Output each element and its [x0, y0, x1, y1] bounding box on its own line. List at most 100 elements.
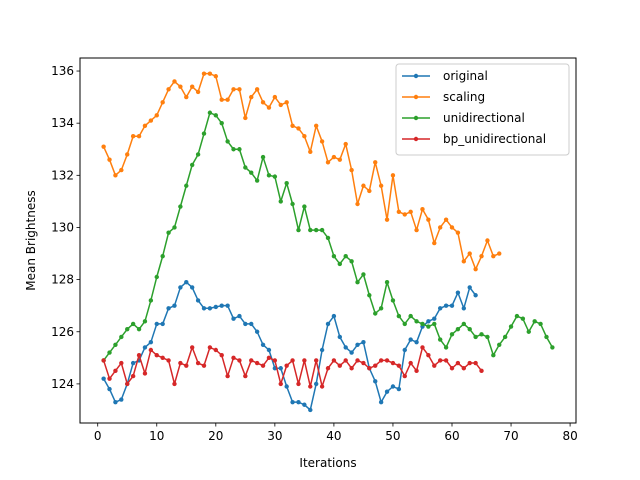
data-point [101, 144, 106, 149]
data-point [402, 347, 407, 353]
data-point [396, 313, 402, 319]
data-point [296, 381, 301, 387]
data-point [308, 407, 313, 413]
data-point [420, 207, 425, 212]
data-point [390, 298, 396, 303]
data-point [443, 345, 449, 350]
data-point [189, 345, 195, 350]
legend-swatch-marker [413, 136, 419, 142]
data-point [296, 126, 301, 131]
data-point [166, 358, 171, 363]
data-point [378, 399, 384, 405]
data-point [491, 353, 496, 358]
data-point [302, 204, 307, 209]
data-point [384, 280, 390, 285]
data-point [219, 353, 224, 358]
data-point [278, 381, 283, 387]
data-point [308, 384, 313, 389]
legend-item: bp_unidirectional [402, 132, 546, 146]
data-point [426, 324, 431, 329]
data-point [443, 217, 449, 222]
series-unidirectional [101, 110, 555, 363]
data-point [325, 321, 331, 327]
data-point [491, 253, 496, 259]
data-point [325, 235, 331, 241]
data-point [390, 384, 396, 389]
data-point [213, 74, 219, 79]
data-point [373, 160, 378, 165]
data-point [290, 123, 295, 128]
data-point [396, 209, 402, 215]
data-point [390, 360, 396, 366]
data-point [497, 342, 502, 347]
data-point [119, 397, 124, 402]
data-point [107, 157, 112, 162]
data-point [101, 358, 106, 363]
data-point [526, 329, 531, 334]
data-point [373, 311, 378, 316]
data-point [361, 183, 366, 188]
legend-swatch-marker [413, 73, 419, 79]
legend-box [395, 63, 570, 156]
data-point [337, 157, 343, 162]
data-point [443, 303, 449, 308]
y-tick-label: 132 [51, 168, 74, 182]
data-point [107, 386, 112, 392]
data-point [284, 180, 289, 186]
data-point [378, 358, 384, 363]
legend-label: scaling [443, 90, 485, 104]
data-point [432, 316, 437, 321]
data-point [130, 321, 136, 327]
data-point [225, 373, 230, 379]
data-point [231, 87, 236, 92]
data-point [195, 360, 201, 366]
data-point [178, 285, 183, 290]
data-point [142, 345, 148, 350]
y-tick-label: 124 [51, 377, 74, 391]
data-point [113, 173, 118, 178]
data-point [254, 178, 260, 183]
data-point [172, 225, 177, 230]
data-point [473, 293, 478, 298]
data-point [130, 134, 136, 139]
data-point [119, 334, 124, 340]
legend-item: original [402, 69, 488, 83]
data-point [355, 201, 360, 207]
data-point [107, 376, 112, 381]
x-tick-label: 30 [267, 429, 282, 443]
legend-item: scaling [402, 90, 485, 104]
plot-area [101, 71, 555, 413]
data-point [538, 321, 543, 327]
data-point [172, 381, 177, 387]
data-point [455, 326, 461, 332]
data-point [461, 306, 467, 311]
y-tick-label: 134 [51, 116, 74, 130]
data-point [343, 141, 348, 147]
data-point [284, 384, 289, 389]
data-point [408, 337, 413, 342]
data-point [331, 313, 337, 319]
data-point [154, 274, 159, 280]
data-point [313, 227, 319, 233]
data-point [184, 183, 189, 188]
data-point [219, 97, 224, 102]
data-point [213, 113, 219, 118]
data-point [201, 306, 207, 311]
data-point [343, 345, 348, 350]
data-point [437, 306, 443, 311]
data-point [473, 266, 478, 272]
data-point [113, 399, 118, 405]
data-point [402, 212, 407, 217]
data-point [119, 360, 124, 366]
data-point [367, 188, 372, 194]
data-point [361, 272, 366, 277]
data-point [408, 313, 413, 319]
data-point [432, 321, 437, 327]
data-point [378, 183, 384, 188]
data-point [455, 230, 461, 235]
data-point [237, 87, 242, 92]
data-point [544, 334, 549, 340]
legend-label: bp_unidirectional [443, 132, 546, 146]
data-point [479, 253, 484, 259]
data-point [266, 347, 272, 353]
